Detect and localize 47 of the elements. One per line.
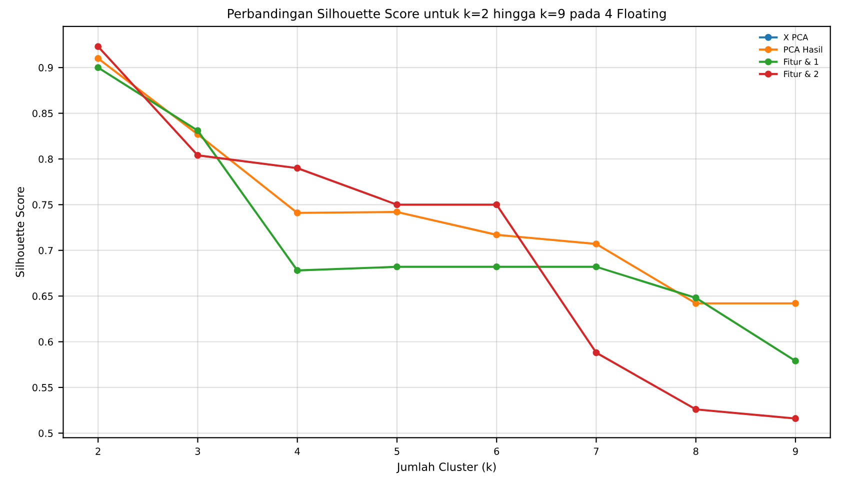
y-tick-label: 0.8 [38,155,53,163]
point [792,300,799,307]
x-tick-label: 5 [394,448,400,455]
point [493,231,500,238]
point [294,266,301,274]
x-tick-label: 6 [494,448,500,455]
x-tick-label: 3 [195,448,200,455]
point [194,127,202,134]
point [792,357,799,364]
point [792,415,799,422]
point [692,294,700,302]
point [592,240,600,248]
x-tick-label: 8 [693,448,698,455]
x-tick-label: 9 [793,448,798,455]
point [692,300,700,307]
point [692,406,700,413]
legend-label: Fitur & 2 [784,70,818,78]
chart-title: Perbandingan Silhouette Score untuk k=2 hingga k=9 pada 4 Floating [228,8,666,21]
x-tick-label: 7 [594,448,598,455]
point [394,208,400,216]
x-tick-label: 4 [294,448,300,455]
point [194,152,202,159]
point [493,201,500,208]
y-tick-label: 0.5 [38,430,53,437]
point [94,43,102,50]
y-tick-label: 0.7 [38,246,53,254]
point [493,263,500,270]
point [294,164,301,172]
x-tick-label: 2 [96,448,100,455]
point [94,54,102,62]
y-tick-label: 0.6 [38,338,53,346]
y-tick-label: 0.65 [32,292,53,300]
y-tick-label: 0.9 [38,64,53,72]
x-axis-title: Jumlah Cluster (k) [396,462,496,474]
legend-label: PCA Hasil [784,46,822,53]
point [592,349,600,356]
y-tick-label: 0.85 [32,110,53,118]
point [592,263,600,270]
legend-label: Fitur & 1 [784,58,818,65]
point [394,263,400,270]
y-tick-label: 0.75 [32,201,53,208]
point [394,201,400,208]
point [94,64,102,72]
legend-label: X PCA [784,34,808,40]
y-tick-label: 0.55 [32,384,53,392]
point [294,209,301,216]
y-axis-title: Silhouette Score [16,187,24,277]
